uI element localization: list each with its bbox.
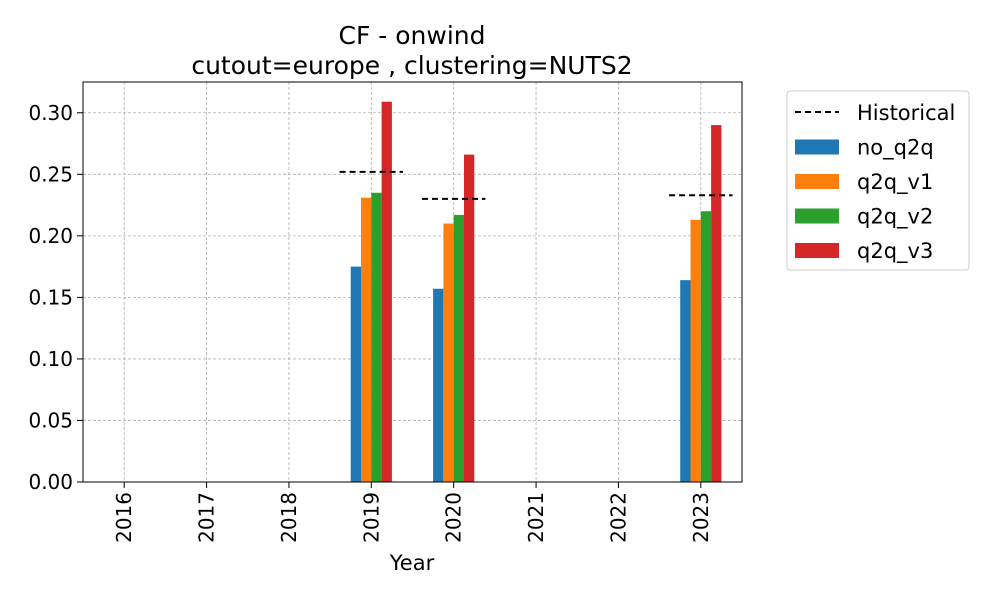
plot-area-frame xyxy=(82,81,743,483)
x-tick-label: 2017 xyxy=(195,492,219,543)
x-tick-label: 2019 xyxy=(359,492,383,543)
bar-q2q_v3-2020 xyxy=(463,154,475,482)
legend-swatch-q2q_v2 xyxy=(795,208,839,224)
legend-swatch-q2q_v3 xyxy=(795,243,839,258)
legend-label-q2q_v1: q2q_v1 xyxy=(857,170,933,195)
x-tick-label: 2021 xyxy=(524,492,548,543)
x-axis: 2016 2017 2018 2019 2020 2021 2022 2023 xyxy=(112,482,713,543)
y-tick-label: 0.30 xyxy=(28,101,73,125)
bar-no_q2q-2019 xyxy=(350,266,362,482)
bar-q2q_v1-2020 xyxy=(443,223,454,483)
legend: Historical no_q2q q2q_v1 q2q_v2 q2q_v3 xyxy=(786,90,970,271)
y-tick-label: 0.20 xyxy=(28,224,73,248)
legend-label-no_q2q: no_q2q xyxy=(857,136,934,161)
legend-swatch-q2q_v1 xyxy=(795,174,839,189)
bars xyxy=(350,101,722,483)
bar-q2q_v1-2023 xyxy=(690,219,701,482)
bar-no_q2q-2023 xyxy=(680,280,691,482)
y-axis: 0.00 0.05 0.10 0.15 0.20 0.25 0.30 xyxy=(28,101,83,494)
legend-swatch-no_q2q xyxy=(795,139,839,155)
bar-q2q_v3-2023 xyxy=(711,125,722,483)
x-axis-label: Year xyxy=(389,551,435,575)
x-tick-label: 2016 xyxy=(112,492,136,543)
y-tick-label: 0.25 xyxy=(28,162,73,186)
bar-q2q_v2-2020 xyxy=(453,214,464,482)
bar-q2q_v2-2019 xyxy=(371,192,382,482)
x-tick-label: 2022 xyxy=(606,492,630,543)
bar-q2q_v1-2019 xyxy=(361,197,372,482)
chart-title-line2: cutout=europe , clustering=NUTS2 xyxy=(191,51,632,80)
bar-q2q_v2-2023 xyxy=(700,211,712,482)
y-tick-label: 0.00 xyxy=(28,470,73,494)
y-tick-label: 0.15 xyxy=(28,285,73,309)
bar-no_q2q-2020 xyxy=(433,288,444,482)
x-tick-label: 2020 xyxy=(442,492,466,543)
chart-title-line1: CF - onwind xyxy=(339,21,486,50)
legend-label-q2q_v2: q2q_v2 xyxy=(857,205,933,230)
y-tick-label: 0.10 xyxy=(28,347,73,371)
historical-lines xyxy=(339,170,733,200)
legend-label-q2q_v3: q2q_v3 xyxy=(857,239,933,264)
bar-q2q_v3-2019 xyxy=(381,101,392,482)
x-tick-label: 2023 xyxy=(689,492,713,543)
grid xyxy=(83,82,742,483)
legend-frame xyxy=(786,90,970,271)
legend-label-historical: Historical xyxy=(857,101,955,125)
x-tick-label: 2018 xyxy=(277,492,301,543)
y-tick-label: 0.05 xyxy=(28,408,73,432)
